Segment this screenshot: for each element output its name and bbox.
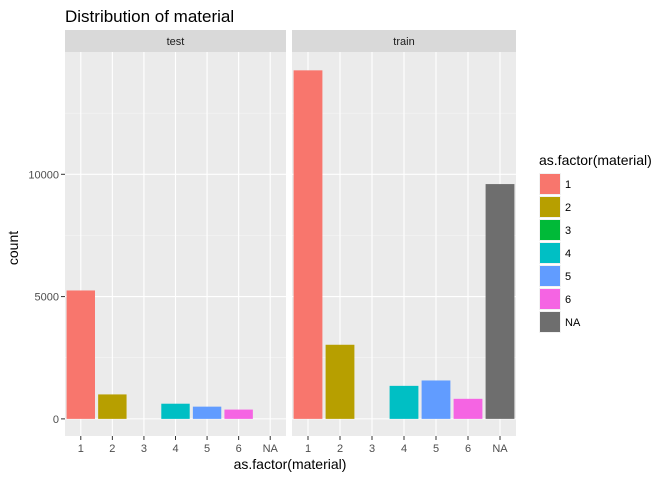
x-tick-label: 2	[337, 443, 343, 455]
bar-train-NA	[485, 184, 515, 419]
bar-train-1	[293, 70, 323, 419]
legend: as.factor(material) 1 2 3 4 5 6 NA	[539, 152, 652, 333]
x-tick-label: NA	[263, 443, 279, 455]
legend-swatch-6	[540, 289, 560, 309]
legend-label-5: 5	[565, 271, 571, 283]
facet-strip-label: train	[393, 36, 414, 48]
legend-swatch-2	[540, 197, 560, 217]
x-tick-label: 1	[78, 443, 84, 455]
x-tick-label: NA	[492, 443, 508, 455]
facet-panel-train: train	[292, 30, 516, 436]
facet-strip	[292, 30, 516, 52]
legend-swatch-3	[540, 220, 560, 240]
legend-swatch-NA	[540, 312, 560, 332]
y-tick-label: 0	[53, 414, 59, 426]
legend-title: as.factor(material)	[539, 152, 652, 168]
x-tick-label: 5	[204, 443, 210, 455]
bar-train-6	[453, 398, 483, 419]
bar-test-2	[98, 394, 127, 419]
x-tick-label: 3	[369, 443, 375, 455]
facet-strip	[65, 30, 286, 52]
bar-train-2	[325, 344, 355, 419]
x-tick-label: 6	[465, 443, 471, 455]
x-tick-label: 4	[172, 443, 178, 455]
facet-panel-test: test	[65, 30, 286, 436]
y-tick-label: 5000	[35, 292, 59, 304]
y-axis-title: count	[5, 231, 21, 265]
chart-title: Distribution of material	[65, 7, 234, 26]
x-axis-title: as.factor(material)	[234, 456, 347, 472]
legend-label-1: 1	[565, 179, 571, 191]
x-tick-label: 2	[109, 443, 115, 455]
legend-swatch-1	[540, 174, 560, 194]
bar-test-6	[224, 409, 253, 419]
x-tick-label: 4	[401, 443, 407, 455]
legend-items: 1 2 3 4 5 6 NA	[539, 173, 581, 333]
legend-label-NA: NA	[565, 317, 581, 329]
y-axis: 0 5000 10000	[28, 169, 65, 426]
legend-label-6: 6	[565, 294, 571, 306]
legend-swatch-4	[540, 243, 560, 263]
facet-strip-label: test	[167, 36, 185, 48]
legend-label-4: 4	[565, 248, 571, 260]
x-tick-label: 6	[236, 443, 242, 455]
legend-label-3: 3	[565, 225, 571, 237]
bar-test-1	[66, 290, 95, 419]
bar-train-4	[389, 385, 419, 419]
x-tick-label: 1	[305, 443, 311, 455]
legend-label-2: 2	[565, 202, 571, 214]
bar-train-5	[421, 380, 451, 419]
x-tick-label: 5	[433, 443, 439, 455]
bar-test-5	[192, 406, 222, 419]
x-tick-label: 3	[141, 443, 147, 455]
y-tick-label: 10000	[28, 169, 59, 181]
bar-test-4	[161, 403, 190, 419]
x-axis: 1 2 3 4 5 6 NA 1 2 3 4 5 6 NA	[78, 436, 508, 455]
legend-swatch-5	[540, 266, 560, 286]
facet-panels: test train	[65, 30, 516, 436]
